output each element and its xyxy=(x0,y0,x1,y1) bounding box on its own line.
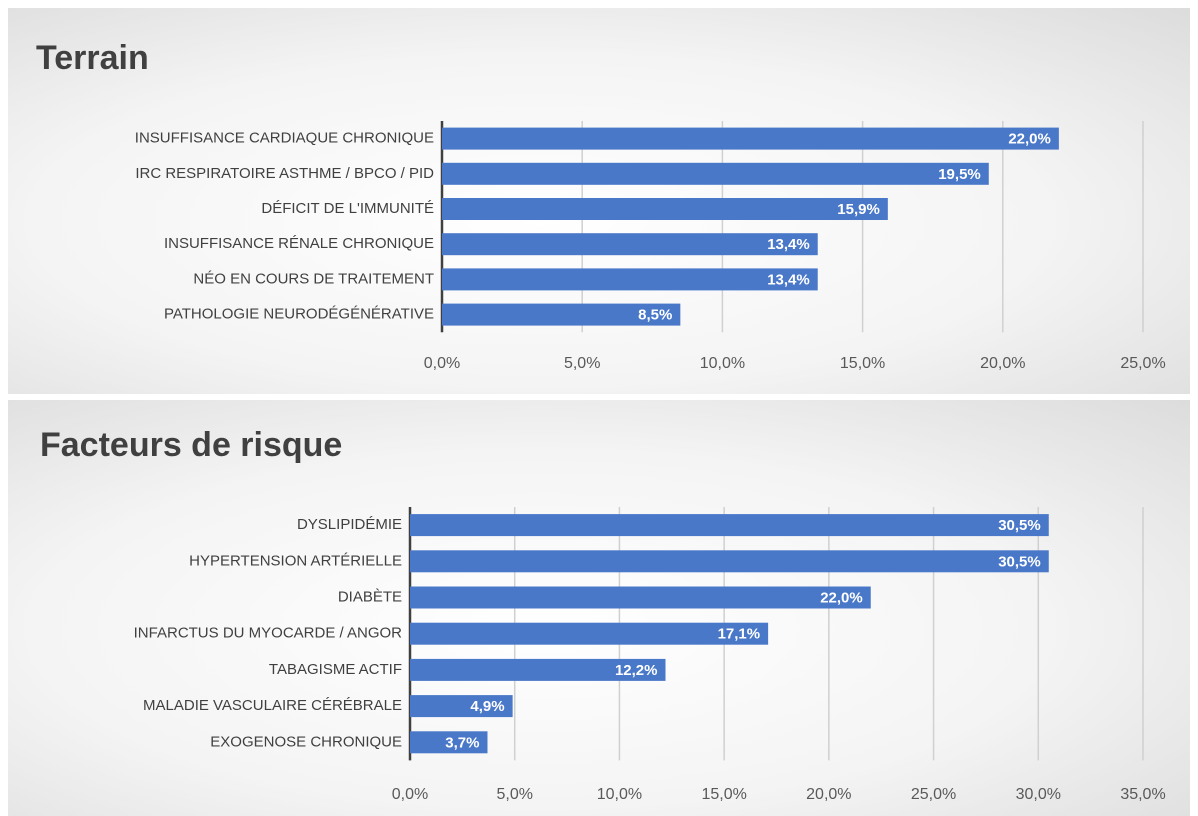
category-label: INSUFFISANCE CARDIAQUE CHRONIQUE xyxy=(135,130,434,147)
bar xyxy=(410,586,871,609)
x-tick-label: 20,0% xyxy=(980,355,1025,372)
chart-title: Terrain xyxy=(36,39,149,77)
category-label: DYSLIPIDÉMIE xyxy=(297,516,402,533)
x-tick-label: 35,0% xyxy=(1120,786,1165,803)
x-tick-label: 25,0% xyxy=(911,786,956,803)
category-label: HYPERTENSION ARTÉRIELLE xyxy=(189,552,402,569)
category-label: INFARCTUS DU MYOCARDE / ANGOR xyxy=(134,625,403,642)
value-label: 12,2% xyxy=(615,662,658,679)
bar xyxy=(410,622,769,645)
category-label: DIABÈTE xyxy=(338,588,402,605)
value-label: 22,0% xyxy=(820,589,863,606)
bar xyxy=(442,268,818,291)
category-label: NÉO EN COURS DE TRAITEMENT xyxy=(193,270,434,287)
x-tick-label: 0,0% xyxy=(424,355,460,372)
bar xyxy=(410,731,488,754)
x-tick-label: 10,0% xyxy=(700,355,745,372)
bar xyxy=(442,127,1059,150)
bar xyxy=(410,695,513,718)
x-tick-label: 20,0% xyxy=(806,786,851,803)
x-tick-label: 5,0% xyxy=(564,355,600,372)
bar xyxy=(442,303,681,326)
x-tick-label: 0,0% xyxy=(392,786,428,803)
value-label: 8,5% xyxy=(638,307,672,324)
category-label: EXOGENOSE CHRONIQUE xyxy=(210,733,402,750)
bar xyxy=(410,514,1049,537)
bar xyxy=(442,233,818,256)
category-label: INSUFFISANCE RÉNALE CHRONIQUE xyxy=(164,235,434,252)
value-label: 13,4% xyxy=(767,236,810,253)
category-label: DÉFICIT DE L'IMMUNITÉ xyxy=(261,200,434,217)
bar xyxy=(410,550,1049,573)
x-tick-label: 5,0% xyxy=(496,786,532,803)
value-label: 19,5% xyxy=(938,166,981,183)
value-label: 30,5% xyxy=(998,553,1041,570)
value-label: 13,4% xyxy=(767,271,810,288)
x-tick-label: 25,0% xyxy=(1120,355,1165,372)
category-label: IRC RESPIRATOIRE ASTHME / BPCO / PID xyxy=(135,165,434,182)
value-label: 22,0% xyxy=(1008,131,1051,148)
category-label: MALADIE VASCULAIRE CÉRÉBRALE xyxy=(143,697,402,714)
value-label: 17,1% xyxy=(718,626,761,643)
value-label: 15,9% xyxy=(837,201,880,218)
bar xyxy=(442,198,888,220)
x-tick-label: 30,0% xyxy=(1016,786,1061,803)
value-label: 4,9% xyxy=(470,698,504,715)
category-label: TABAGISME ACTIF xyxy=(269,661,402,678)
category-label: PATHOLOGIE NEURODÉGÉNÉRATIVE xyxy=(164,306,434,323)
value-label: 30,5% xyxy=(998,517,1041,534)
x-tick-label: 15,0% xyxy=(840,355,885,372)
x-tick-label: 10,0% xyxy=(597,786,642,803)
value-label: 3,7% xyxy=(445,734,479,751)
bar xyxy=(442,162,989,185)
bar xyxy=(410,658,666,681)
chart-title: Facteurs de risque xyxy=(40,426,342,464)
x-tick-label: 15,0% xyxy=(701,786,746,803)
